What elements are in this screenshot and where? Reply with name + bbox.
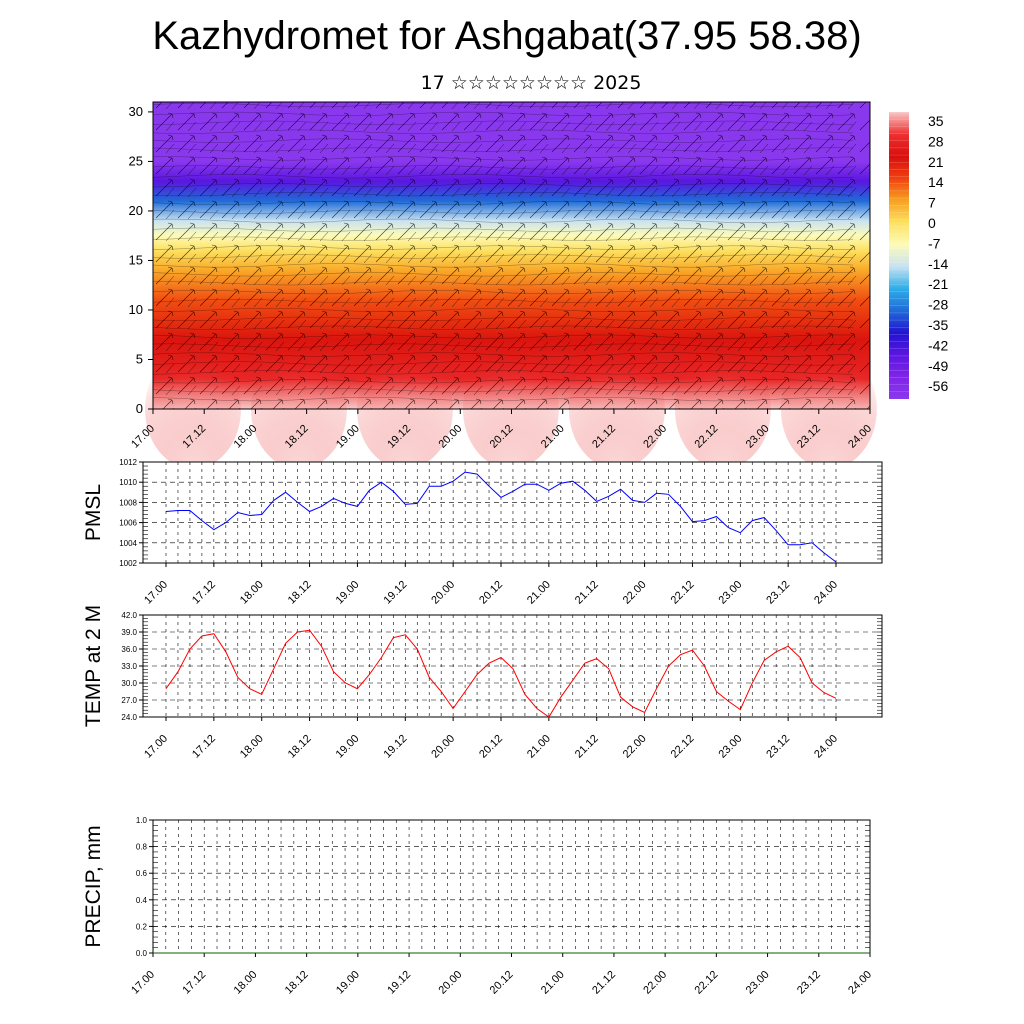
pmsl-axis-label: PMSL [82,484,105,541]
x-tick-label: 18.00 [238,579,266,607]
y-tick-label: 0.4 [136,896,148,905]
x-tick-label: 20.12 [477,579,505,607]
y-tick-label: 0.2 [136,922,148,931]
y-tick-label: 27.0 [121,696,137,705]
colorbar-label: 21 [928,154,944,170]
x-tick-label: 22.00 [621,579,649,607]
x-tick-label: 18.00 [238,733,266,761]
x-tick-label: 17.12 [190,579,218,607]
x-tick-label: 20.12 [477,733,505,761]
x-tick-label: 23.00 [716,733,744,761]
x-tick-label: 19.12 [385,969,413,997]
y-tick-label: 30 [129,104,143,119]
y-tick-label: 1012 [119,458,137,467]
colorbar-label: -28 [928,297,948,313]
wind-barbs [153,102,870,409]
x-tick-label: 24.00 [812,733,840,761]
x-tick-label: 22.00 [621,733,649,761]
y-tick-label: 5 [136,351,143,366]
x-tick-label: 20.12 [488,969,516,997]
x-tick-label: 21.12 [590,969,618,997]
x-tick-label: 23.12 [795,969,823,997]
x-tick-label: 17.00 [142,579,170,607]
x-tick-label: 24.00 [812,579,840,607]
x-tick-label: 23.00 [744,969,772,997]
colorbar-label: -7 [928,235,941,251]
y-tick-label: 0.8 [136,843,148,852]
colorbar-label: -42 [928,337,948,353]
x-tick-label: 17.12 [180,969,208,997]
colorbar-label: 28 [928,133,944,149]
y-tick-label: 1.0 [136,816,148,825]
x-tick-label: 20.00 [436,969,464,997]
chart-subtitle: 17 ☆☆☆☆☆☆☆☆ 2025 [420,72,642,94]
x-tick-label: 17.12 [190,733,218,761]
x-tick-label: 24.00 [846,969,874,997]
colorbar-label: -14 [928,256,948,272]
x-tick-label: 23.12 [764,733,792,761]
x-tick-label: 21.00 [525,733,553,761]
colorbar-label: 35 [928,113,944,129]
y-tick-label: 1006 [119,519,137,528]
x-tick-label: 21.00 [539,969,567,997]
x-tick-label: 23.00 [716,579,744,607]
y-tick-label: 36.0 [121,645,137,654]
y-tick-label: 1010 [119,478,137,487]
y-tick-label: 1008 [119,498,137,507]
colorbar-label: 14 [928,174,944,190]
colorbar-label: -21 [928,276,948,292]
y-tick-label: 25 [129,153,143,168]
precip-axis-label: PRECIP, mm [82,825,105,947]
x-tick-label: 18.12 [286,579,314,607]
colorbar-label: -49 [928,358,948,374]
x-tick-label: 18.12 [283,969,311,997]
x-tick-label: 18.12 [286,733,314,761]
y-tick-label: 24.0 [121,713,137,722]
x-tick-label: 19.12 [381,579,409,607]
chart-title: Kazhydromet for Ashgabat(37.95 58.38) [152,14,862,58]
x-tick-label: 20.00 [429,733,457,761]
y-tick-label: 0 [136,401,143,416]
colorbar-label: -56 [928,378,948,394]
x-tick-label: 22.12 [693,969,721,997]
x-tick-label: 21.12 [573,733,601,761]
y-tick-label: 1004 [119,539,137,548]
pmsl-frame [142,461,883,564]
y-tick-label: 0.6 [136,869,148,878]
y-tick-label: 15 [129,252,143,267]
y-tick-label: 0.0 [136,949,148,958]
colorbar-label: -35 [928,317,948,333]
x-tick-label: 19.00 [334,733,362,761]
temp2m-axis-label: TEMP at 2 M [82,605,105,727]
y-tick-label: 20 [129,203,143,218]
x-tick-label: 19.00 [334,969,362,997]
y-tick-label: 33.0 [121,662,137,671]
x-tick-label: 21.12 [573,579,601,607]
x-tick-label: 20.00 [429,579,457,607]
x-tick-label: 22.00 [641,969,669,997]
colorbar-label: 7 [928,195,936,211]
y-tick-label: 39.0 [121,628,137,637]
x-tick-label: 19.00 [334,579,362,607]
y-tick-label: 42.0 [121,611,137,620]
x-tick-label: 23.12 [764,579,792,607]
x-tick-label: 17.00 [129,969,157,997]
x-tick-label: 21.00 [525,579,553,607]
x-tick-label: 22.12 [669,733,697,761]
y-tick-label: 1002 [119,559,137,568]
temp2m-line [165,629,837,718]
x-tick-label: 22.12 [669,579,697,607]
x-tick-label: 18.00 [232,969,260,997]
pmsl-line [165,471,837,563]
colorbar-label: 0 [928,215,936,231]
y-tick-label: 30.0 [121,679,137,688]
y-tick-label: 10 [129,302,143,317]
x-tick-label: 19.12 [381,733,409,761]
x-tick-label: 17.00 [142,733,170,761]
